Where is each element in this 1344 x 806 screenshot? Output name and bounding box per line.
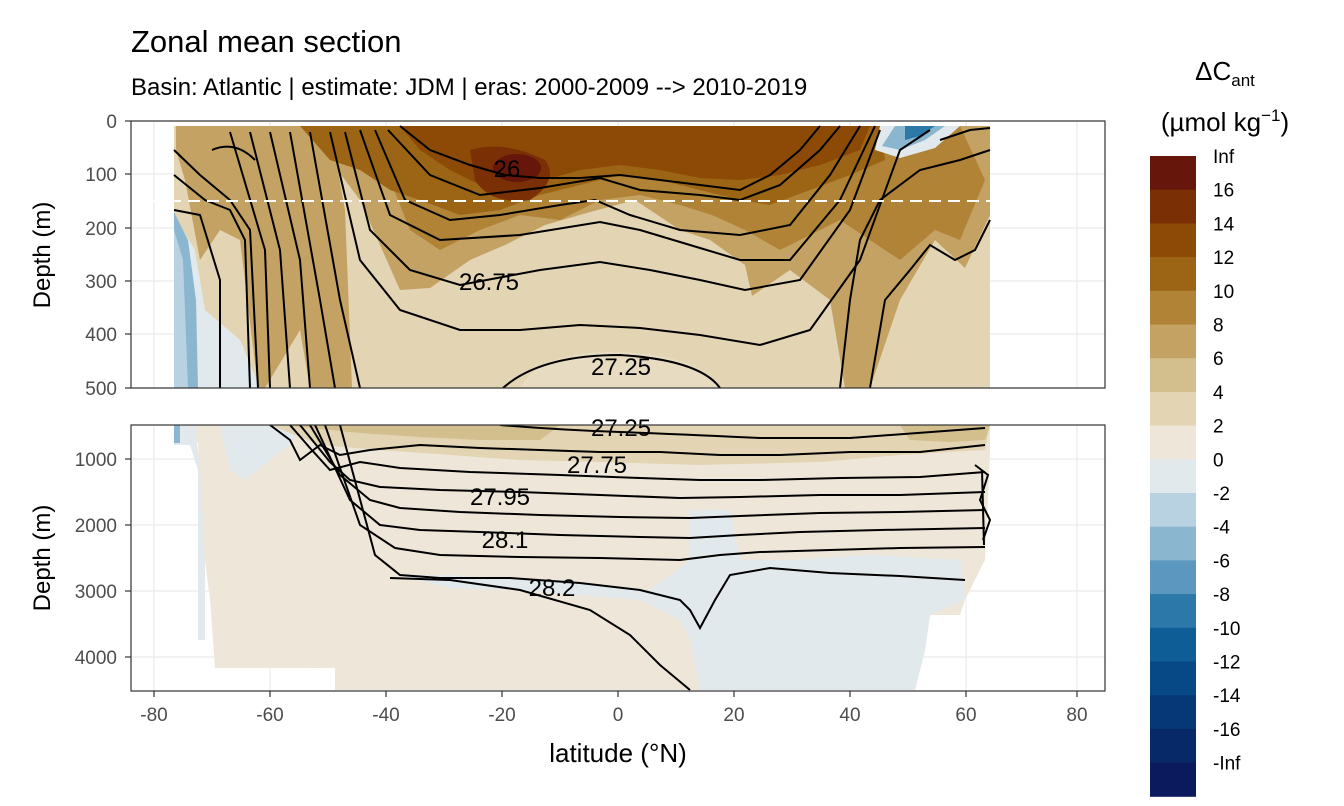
legend-label: -8 bbox=[1213, 585, 1230, 606]
x-tick-label: -20 bbox=[488, 705, 515, 726]
legend-label: 14 bbox=[1213, 214, 1235, 235]
y-tick-label: 200 bbox=[85, 219, 117, 240]
top-panel-contours bbox=[173, 125, 991, 388]
y-tick-label: 4000 bbox=[75, 648, 117, 669]
x-tick-label: 20 bbox=[723, 705, 744, 726]
contour-label-27-25: 27.25 bbox=[591, 415, 651, 442]
contour-label-28-2: 28.2 bbox=[529, 575, 576, 602]
bottom-y-axis-title: Depth (m) bbox=[29, 505, 56, 612]
legend-swatch bbox=[1150, 223, 1196, 258]
x-tick-label: -60 bbox=[256, 705, 283, 726]
legend-label: -12 bbox=[1213, 653, 1240, 674]
legend-label: 2 bbox=[1213, 417, 1224, 438]
y-tick-label: 2000 bbox=[75, 516, 117, 537]
contour-label-27-95: 27.95 bbox=[470, 484, 530, 511]
legend-swatch bbox=[1150, 526, 1196, 561]
bottom-contour-labels: 27.25 27.75 27.95 28.1 28.2 bbox=[470, 415, 651, 602]
legend-label: 12 bbox=[1213, 248, 1234, 269]
legend-swatch bbox=[1150, 560, 1196, 595]
x-tick-label: -80 bbox=[140, 705, 167, 726]
y-tick-label: 300 bbox=[85, 272, 117, 293]
legend-label: -10 bbox=[1213, 619, 1240, 640]
contour-label-28-1: 28.1 bbox=[482, 527, 529, 554]
legend-label: -4 bbox=[1213, 518, 1230, 539]
contour-label-26-75: 26.75 bbox=[459, 269, 519, 296]
legend-swatch bbox=[1150, 762, 1196, 797]
legend-label: -2 bbox=[1213, 484, 1230, 505]
legend-swatch bbox=[1150, 695, 1196, 730]
legend-swatch bbox=[1150, 594, 1196, 629]
legend-swatch bbox=[1150, 156, 1196, 191]
x-tick-label: 60 bbox=[955, 705, 976, 726]
y-tick-label: 1000 bbox=[75, 450, 117, 471]
legend-swatch bbox=[1150, 391, 1196, 427]
legend-swatch bbox=[1150, 661, 1196, 696]
legend-label: 4 bbox=[1213, 383, 1224, 404]
bottom-panel: 27.25 27.75 27.95 28.1 28.2 1000 2000 30… bbox=[29, 415, 1106, 692]
legend-label: -14 bbox=[1213, 686, 1241, 707]
legend-swatch bbox=[1150, 493, 1196, 528]
top-y-axis: 0 100 200 300 400 500 bbox=[85, 112, 117, 400]
legend-label: Inf bbox=[1213, 147, 1235, 168]
x-tick-label: 40 bbox=[839, 705, 860, 726]
legend-swatches bbox=[1150, 156, 1196, 797]
top-y-axis-title: Depth (m) bbox=[29, 202, 56, 309]
y-tick-label: 0 bbox=[106, 112, 117, 133]
legend-label: 8 bbox=[1213, 316, 1224, 337]
x-tick-label: -40 bbox=[372, 705, 399, 726]
legend-label: 0 bbox=[1213, 450, 1224, 471]
contour-label-26: 26 bbox=[494, 156, 521, 183]
x-tick-label: 0 bbox=[613, 705, 624, 726]
legend-label: -Inf bbox=[1213, 754, 1241, 775]
contour-label-27-25: 27.25 bbox=[591, 354, 651, 381]
legend-labels: Inf 16 14 12 10 8 6 4 2 0 -2 -4 -6 -8 -10 -12 -14 -16 -Inf bbox=[1213, 147, 1241, 775]
legend-title: ΔCant bbox=[1195, 56, 1255, 90]
chart-subtitle: Basin: Atlantic | estimate: JDM | eras: … bbox=[131, 74, 808, 101]
legend-label: -16 bbox=[1213, 720, 1240, 741]
top-panel: 26 26.75 27.25 0 100 200 300 400 500 Dep… bbox=[29, 112, 1106, 400]
legend-label: -6 bbox=[1213, 551, 1230, 572]
legend-swatch bbox=[1150, 627, 1196, 662]
legend-swatch bbox=[1150, 290, 1196, 325]
legend-swatch bbox=[1150, 257, 1196, 292]
color-legend: ΔCant (µmol kg−1) Inf 16 14 12 10 8 6 4 2 0 -2 -4 -6… bbox=[1150, 56, 1289, 797]
y-tick-label: 3000 bbox=[75, 582, 117, 603]
legend-swatch bbox=[1150, 358, 1196, 393]
chart-title: Zonal mean section bbox=[131, 24, 402, 59]
legend-swatch bbox=[1150, 324, 1196, 359]
y-tick-label: 400 bbox=[85, 325, 117, 346]
legend-label: 16 bbox=[1213, 181, 1234, 202]
y-tick-label: 500 bbox=[85, 379, 117, 400]
contour-label-27-75: 27.75 bbox=[567, 452, 627, 479]
legend-unit: (µmol kg−1) bbox=[1161, 106, 1289, 137]
bottom-y-axis: 1000 2000 3000 4000 bbox=[75, 450, 117, 669]
legend-swatch bbox=[1150, 189, 1196, 224]
legend-label: 6 bbox=[1213, 349, 1224, 370]
bottom-panel-contours bbox=[269, 425, 992, 691]
top-contour-labels: 26 26.75 27.25 bbox=[459, 156, 651, 381]
legend-swatch bbox=[1150, 459, 1196, 494]
top-panel-border bbox=[130, 120, 1106, 389]
x-axis: -80 -60 -40 -20 0 20 40 60 80 latitude (… bbox=[140, 691, 1088, 768]
x-axis-title: latitude (°N) bbox=[549, 738, 687, 768]
legend-swatch bbox=[1150, 425, 1196, 460]
legend-label: 10 bbox=[1213, 282, 1234, 303]
x-tick-label: 80 bbox=[1066, 705, 1087, 726]
y-tick-label: 100 bbox=[85, 165, 117, 186]
legend-swatch bbox=[1150, 728, 1196, 764]
bottom-panel-fill bbox=[174, 425, 990, 690]
